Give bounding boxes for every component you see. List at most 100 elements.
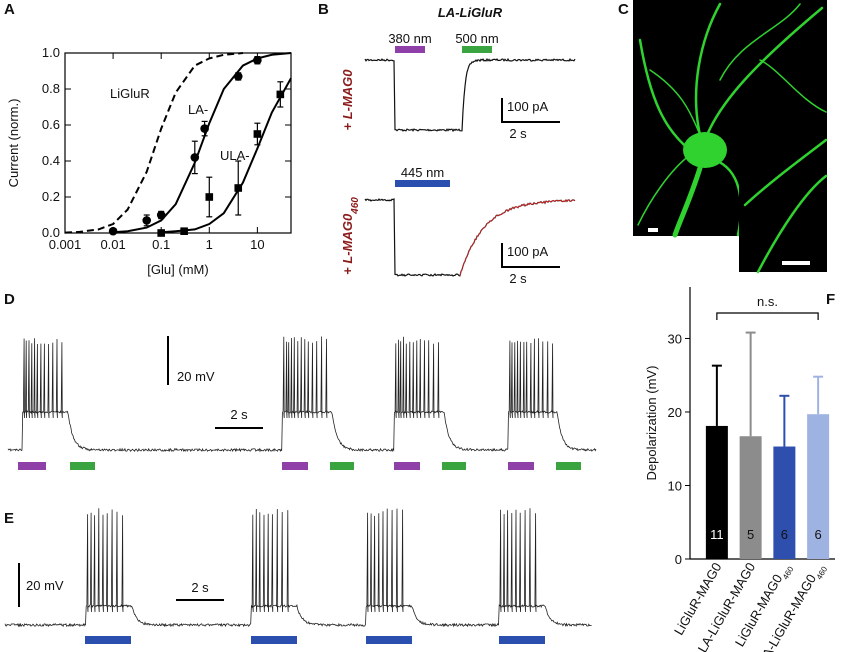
light-label: 500 nm: [455, 31, 498, 46]
data-point: [205, 193, 214, 201]
data-point: [233, 72, 243, 81]
data-point: [108, 226, 118, 236]
light-bar: [85, 636, 131, 644]
bar: [739, 436, 762, 559]
x-axis-label: [Glu] (mM): [147, 262, 208, 277]
fit-curve: [113, 52, 292, 234]
light-bar: [442, 462, 466, 470]
series-label: ULA-: [220, 148, 250, 163]
data-point: [142, 216, 152, 225]
bar: [705, 425, 728, 559]
y-tick-label: 20: [668, 405, 682, 420]
light-bar: [556, 462, 581, 470]
dendrite: [703, 6, 824, 142]
significance-label: n.s.: [757, 294, 778, 309]
light-bar: [462, 46, 492, 53]
plot-frame: [64, 52, 292, 234]
data-point: [200, 124, 209, 133]
time-scale-label: 2 s: [191, 580, 209, 595]
current-scale-label: 100 pA: [507, 99, 549, 114]
micrograph: [633, 0, 828, 274]
light-bar: [18, 462, 46, 470]
time-scale-label: 2 s: [230, 407, 248, 422]
light-bar: [330, 462, 354, 470]
dendrite: [694, 2, 722, 137]
data-point: [276, 90, 285, 99]
bar: [773, 446, 796, 559]
scale-bar: [782, 261, 810, 265]
panel-label: D: [4, 291, 15, 308]
data-point: [156, 210, 166, 220]
dendrite: [719, 3, 801, 81]
exponential-fit: [459, 199, 576, 276]
light-bar: [366, 636, 412, 644]
dendrite: [649, 69, 701, 136]
y-tick-label: 0.4: [42, 153, 60, 168]
voltage-trace: [7, 336, 597, 453]
y-tick-label: 0.6: [42, 117, 60, 132]
y-tick-label: 0: [675, 552, 682, 567]
y-tick-label: 1.0: [42, 45, 60, 60]
light-bar: [251, 636, 297, 644]
voltage-trace: [4, 508, 592, 628]
dendrite: [672, 165, 703, 238]
scale-bar: [501, 98, 560, 123]
n-label: 11: [710, 527, 724, 542]
fit-curve: [64, 52, 243, 234]
dendrite: [638, 38, 692, 152]
light-label: 445 nm: [401, 165, 444, 180]
current-trace: [364, 57, 576, 133]
dendrite: [743, 138, 828, 207]
time-scale-label: 2 s: [509, 271, 527, 286]
panel-label: C: [618, 1, 629, 18]
data-point: [234, 184, 243, 192]
y-axis-label: Current (norm.): [6, 99, 21, 188]
x-tick-label: 0.001: [49, 237, 82, 252]
dendrite: [759, 59, 827, 113]
condition-label: + L-MAG0460: [340, 197, 361, 275]
voltage-scale-label: 20 mV: [26, 578, 64, 593]
time-scale-label: 2 s: [509, 126, 527, 141]
data-point: [157, 229, 165, 237]
data-point: [180, 227, 188, 235]
bar: [807, 414, 830, 559]
y-axis-label: Depolarization (mV): [644, 366, 659, 481]
series-label: LiGluR: [110, 86, 150, 101]
light-bar: [70, 462, 95, 470]
light-bar: [395, 180, 450, 187]
panel-title: LA-LiGluR: [438, 5, 503, 20]
light-bar: [395, 46, 425, 53]
x-tick-label: 10: [250, 237, 264, 252]
y-tick-label: 0.8: [42, 81, 60, 96]
light-bar: [394, 462, 420, 470]
inset-background: [739, 137, 827, 272]
voltage-scale-label: 20 mV: [177, 369, 215, 384]
data-point: [190, 153, 200, 162]
data-point: [253, 55, 262, 65]
data-point: [253, 130, 262, 138]
current-trace: [364, 197, 576, 277]
y-tick-label: 0.2: [42, 189, 60, 204]
light-bar: [282, 462, 308, 470]
panel-label: B: [318, 1, 329, 18]
n-label: 5: [747, 527, 754, 542]
panel-label: E: [4, 510, 14, 527]
condition-subscript: 460: [350, 197, 361, 215]
y-tick-label: 10: [668, 478, 682, 493]
x-tick-label: 0.1: [152, 237, 170, 252]
panel-label: A: [4, 1, 15, 18]
light-label: 380 nm: [388, 31, 431, 46]
dendrite: [637, 154, 691, 226]
n-label: 6: [781, 527, 788, 542]
current-scale-label: 100 pA: [507, 244, 549, 259]
condition-text: + L-MAG0: [340, 69, 355, 131]
category-subscript: 460: [814, 564, 829, 581]
y-tick-label: 0.0: [42, 225, 60, 240]
n-label: 6: [815, 527, 822, 542]
category-subscript: 460: [781, 564, 796, 581]
light-bar: [499, 636, 545, 644]
scale-bar: [648, 228, 658, 232]
inset-dendrites: [743, 138, 828, 274]
